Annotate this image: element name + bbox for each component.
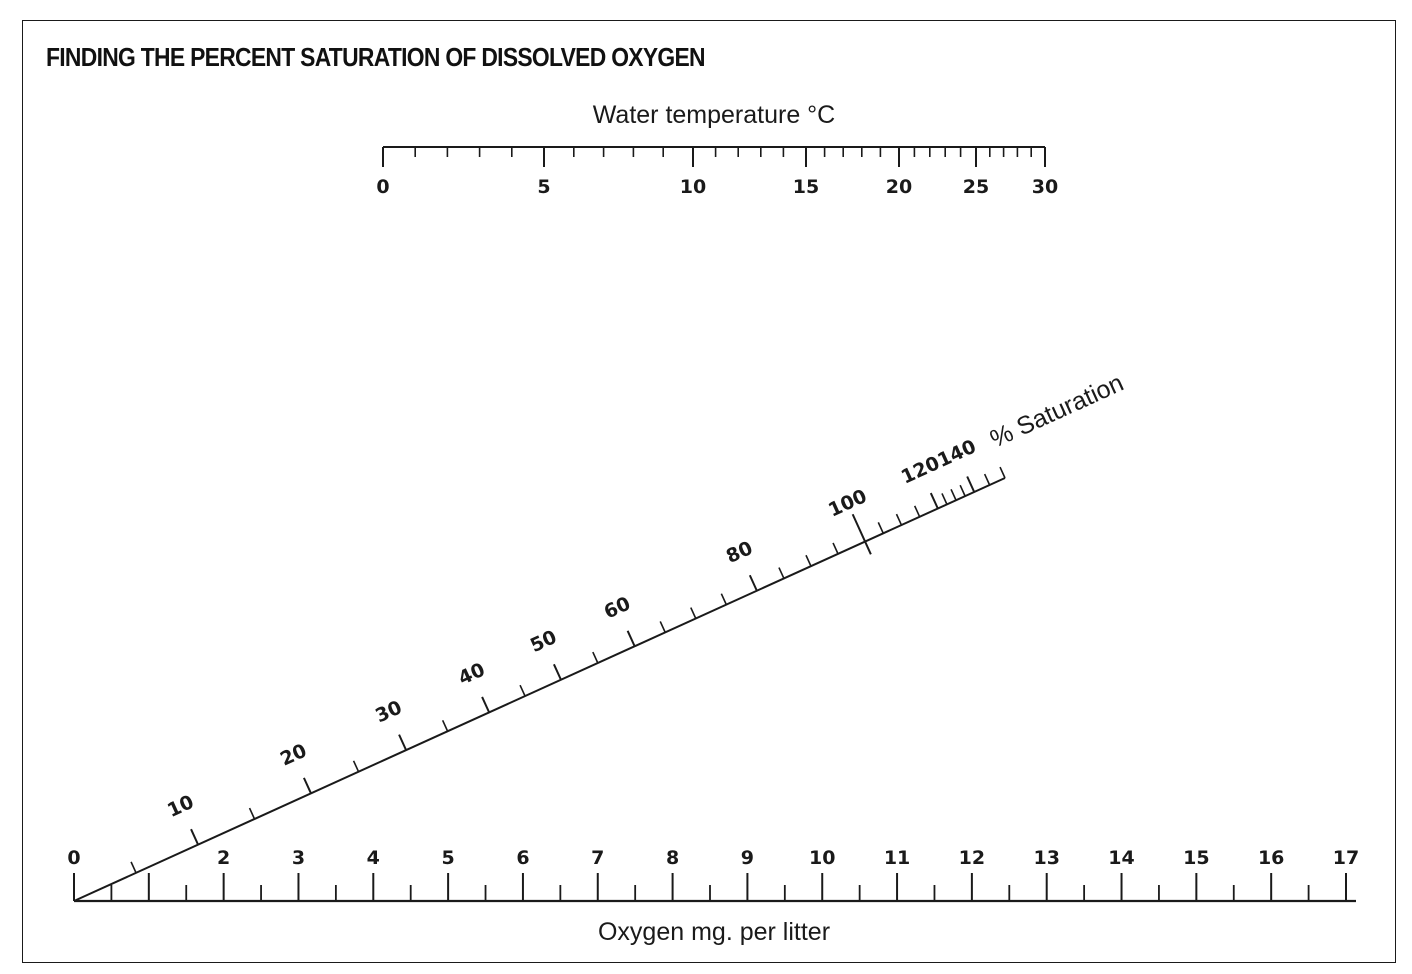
saturation-minor-tick (832, 542, 839, 555)
oxygen-tick-label: 5 (442, 847, 455, 869)
oxygen-tick-label: 9 (741, 847, 754, 869)
saturation-minor-tick (441, 719, 449, 732)
saturation-tick-label: 100 (825, 485, 870, 521)
temperature-tick-label: 15 (793, 176, 819, 198)
oxygen-tick-label: 3 (292, 847, 305, 869)
saturation-minor-tick (959, 484, 966, 497)
saturation-major-tick (190, 828, 199, 846)
saturation-major-tick (966, 476, 976, 493)
saturation-major-tick (851, 513, 872, 555)
saturation-minor-tick (983, 473, 991, 486)
temperature-tick-label: 20 (886, 176, 912, 198)
oxygen-tick-label: 14 (1108, 847, 1134, 869)
saturation-major-tick (303, 777, 312, 794)
oxygen-tick-label: 0 (67, 847, 80, 869)
chart-frame (22, 20, 1396, 963)
oxygen-tick-label: 13 (1033, 847, 1059, 869)
temperature-tick-label: 10 (680, 176, 706, 198)
saturation-tick-label: 40 (455, 659, 488, 690)
saturation-minor-tick (778, 567, 785, 579)
oxygen-tick-label: 4 (367, 847, 380, 869)
saturation-minor-tick (720, 593, 728, 605)
saturation-minor-tick (913, 505, 921, 518)
temperature-tick-label: 25 (963, 176, 989, 198)
oxygen-tick-label: 12 (959, 847, 985, 869)
temperature-tick-label: 0 (376, 176, 389, 198)
saturation-minor-tick (130, 861, 137, 874)
saturation-tick-label: 10 (164, 791, 197, 822)
saturation-minor-tick (659, 621, 666, 633)
saturation-major-tick (626, 630, 636, 647)
saturation-scale-title: % Saturation (986, 369, 1128, 454)
oxygen-tick-label: 2 (217, 847, 230, 869)
saturation-minor-tick (805, 554, 812, 567)
saturation-minor-tick (941, 493, 948, 505)
oxygen-tick-label: 6 (516, 847, 529, 869)
saturation-major-tick (398, 734, 408, 751)
saturation-axis-line (73, 477, 1006, 902)
temperature-scale-title: Water temperature °C (593, 101, 835, 129)
saturation-major-tick (553, 663, 562, 681)
oxygen-scale-title: Oxygen mg. per litter (598, 918, 830, 946)
temperature-scale: Water temperature °C 0 5 10 15 20 25 30 (376, 101, 1058, 198)
temperature-tick-label: 5 (537, 176, 550, 198)
saturation-tick-label: 60 (601, 593, 634, 624)
saturation-major-tick (481, 696, 491, 713)
oxygen-tick-label: 7 (591, 847, 604, 869)
saturation-tick-label: 50 (527, 626, 560, 657)
saturation-minor-tick (248, 807, 256, 820)
oxygen-tick-label: 16 (1258, 847, 1284, 869)
page-title: FINDING THE PERCENT SATURATION OF DISSOL… (46, 42, 706, 72)
oxygen-tick-label: 15 (1183, 847, 1209, 869)
saturation-tick-label: 80 (723, 537, 756, 568)
saturation-minor-tick (690, 607, 697, 619)
oxygen-tick-label: 10 (809, 847, 835, 869)
oxygen-scale: Oxygen mg. per litter 0 2 3 4 5 6 7 8 9 10 11 12 13 1… (67, 847, 1359, 946)
saturation-minor-tick (950, 488, 957, 501)
saturation-tick-label: 140 (934, 436, 979, 472)
oxygen-tick-label: 11 (884, 847, 910, 869)
saturation-major-tick (748, 574, 758, 592)
saturation-minor-tick (877, 522, 884, 534)
saturation-minor-tick (519, 684, 526, 697)
saturation-major-tick (929, 492, 939, 509)
temperature-tick-label: 30 (1032, 176, 1058, 198)
saturation-minor-tick (895, 513, 903, 526)
oxygen-tick-label: 17 (1333, 847, 1359, 869)
saturation-minor-tick (999, 466, 1006, 479)
saturation-minor-tick (592, 651, 599, 664)
oxygen-tick-label: 8 (666, 847, 679, 869)
saturation-tick-label: 30 (372, 696, 405, 727)
saturation-minor-tick (352, 760, 360, 773)
saturation-tick-label: 20 (277, 740, 310, 771)
